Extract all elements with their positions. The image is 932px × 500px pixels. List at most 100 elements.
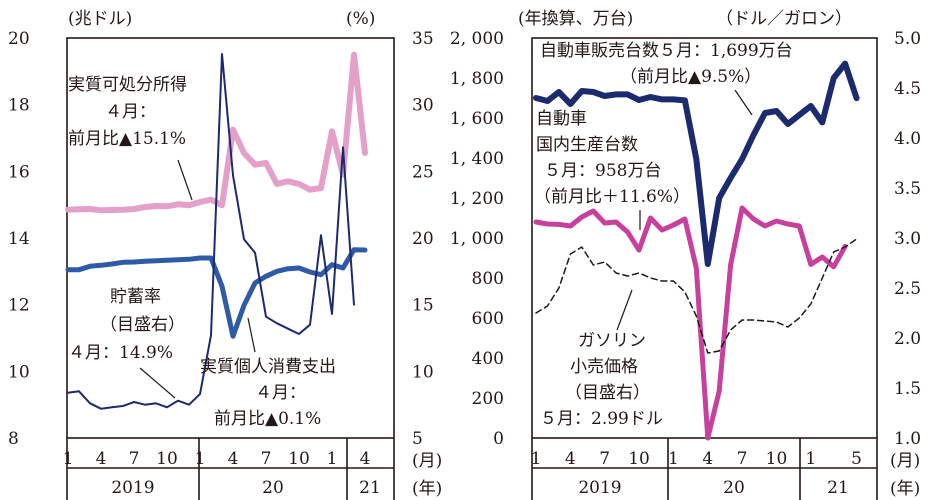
y-left-tick-label: 16: [8, 162, 30, 182]
y-left-tick-label: 800: [472, 269, 504, 289]
y-left-tick-label: 20: [8, 29, 30, 49]
x-year-labels: 2019 20 21: [111, 478, 380, 498]
x-year-unit-right-chart: (年): [890, 479, 920, 499]
x-year-label: 20: [262, 478, 284, 498]
right-unit-label: (%): [346, 9, 375, 29]
label-gasoline-price: ガソリン 小売価格 （目盛右） ５月：2.99ドル: [540, 289, 663, 429]
x-year-label: 2019: [111, 478, 154, 498]
x-month-tick-label: 7: [261, 449, 272, 469]
label-auto-sales-line2: （前月比▲9.5%）: [620, 67, 761, 87]
y-left-tick-label: 600: [472, 309, 504, 329]
x-year-label: 21: [827, 478, 849, 498]
label-saving-rate-line3: ４月：14.9%: [68, 343, 173, 363]
y-right-tick-label: 20: [412, 229, 434, 249]
label-consumption: 実質個人消費支出 ４月： 前月比▲0.1%: [200, 317, 336, 429]
x-month-ticks: 1 4 7 10 1 4 7 10 1 4: [63, 449, 371, 469]
y-right-tick-label: 25: [412, 162, 434, 182]
label-auto-production-line2: 国内生産台数: [536, 135, 638, 155]
x-month-tick-label: 1: [531, 449, 542, 469]
series-line-saving_rate: [67, 53, 355, 410]
y-right-tick-label: 30: [412, 96, 434, 116]
x-month-tick-label: 4: [565, 449, 576, 469]
plot-frame: [66, 37, 395, 500]
series-line-auto_sales: [533, 60, 860, 267]
x-month-tick-label: 10: [766, 449, 788, 469]
series-lines: [65, 51, 368, 410]
x-year-label: 21: [359, 478, 381, 498]
x-year-unit: (年): [412, 479, 442, 499]
label-consumption-line1: 実質個人消費支出: [200, 357, 336, 377]
label-auto-sales: 自動車販売台数５月：1,699万台 （前月比▲9.5%）: [540, 41, 793, 116]
left-unit-label-right-chart: (年換算、万台): [518, 9, 633, 29]
y-left-tick-label: 200: [472, 389, 504, 409]
x-month-tick-label: 1: [805, 449, 816, 469]
label-auto-production-line1: 自動車: [536, 109, 587, 129]
y-left-tick-label: 14: [8, 229, 30, 249]
x-month-tick-label: 1: [327, 449, 338, 469]
x-month-tick-label: 5: [851, 449, 862, 469]
label-auto-production-line4: （前月比＋11.6%）: [534, 187, 690, 207]
x-month-tick-label: 1: [668, 449, 679, 469]
x-month-tick-label: 1: [195, 449, 206, 469]
label-consumption-line2: ４月：: [255, 383, 306, 403]
x-year-label: 20: [723, 478, 745, 498]
y-right-tick-label: 4.5: [894, 79, 921, 99]
plot-frame-right-chart: [531, 37, 878, 500]
x-year-labels-right-chart: 2019 20 21: [578, 478, 848, 498]
y-left-tick-label: 400: [472, 349, 504, 369]
y-right-tick-label: 10: [412, 362, 434, 382]
series-line-auto_production: [533, 205, 848, 441]
label-auto-sales-line1: 自動車販売台数５月：1,699万台: [540, 41, 793, 61]
label-gasoline-price-line1: ガソリン: [578, 331, 646, 351]
y-left-tick-label: 1, 000: [450, 229, 504, 249]
x-month-tick-label: 7: [129, 449, 140, 469]
label-consumption-line3: 前月比▲0.1%: [214, 409, 321, 429]
label-auto-production-line3: ５月：958万台: [544, 161, 661, 181]
label-auto-production: 自動車 国内生産台数 ５月：958万台 （前月比＋11.6%）: [534, 109, 690, 230]
x-month-tick-label: 10: [156, 449, 178, 469]
y-right-tick-label: 2.0: [894, 329, 921, 349]
y-left-tick-label: 8: [8, 429, 19, 449]
left-unit-label: (兆ドル): [68, 9, 132, 29]
left-axis-ticks: 8 10 12 14 16 18 20: [8, 29, 30, 449]
y-right-tick-label: 5: [412, 429, 423, 449]
y-right-tick-label: 35: [412, 29, 434, 49]
chart-right: (年換算、万台) （ドル／ガロン） 0 200 400 600 800 1, 000 1, …: [450, 9, 921, 500]
y-left-tick-label: 10: [8, 362, 30, 382]
right-axis-ticks: 5 10 15 20 25 30 35: [412, 29, 434, 449]
x-month-tick-label: 4: [702, 449, 713, 469]
label-gasoline-price-line4: ５月：2.99ドル: [540, 409, 663, 429]
y-left-tick-label: 12: [8, 296, 30, 316]
label-saving-rate: 貯蓄率 （目盛右） ４月：14.9%: [68, 287, 185, 399]
right-unit-label-right-chart: （ドル／ガロン）: [716, 9, 852, 29]
y-right-tick-label: 1.5: [894, 379, 921, 399]
x-month-tick-label: 1: [63, 449, 74, 469]
y-left-tick-label: 0: [493, 429, 504, 449]
series-line-gasoline_price: [535, 238, 858, 354]
label-disposable-income-line3: 前月比▲15.1%: [68, 129, 186, 149]
x-month-ticks-right-chart: 1 4 7 10 1 4 7 10 1 5: [531, 449, 862, 469]
y-right-tick-label: 2.5: [894, 279, 921, 299]
x-month-unit-right-chart: (月): [890, 451, 920, 471]
y-left-tick-label: 1, 200: [450, 189, 504, 209]
right-axis-ticks-right-chart: 1.0 1.5 2.0 2.5 3.0 3.5 4.0 4.5 5.0: [894, 29, 921, 449]
label-saving-rate-line1: 貯蓄率: [110, 287, 161, 307]
x-month-tick-label: 10: [628, 449, 650, 469]
left-axis-ticks-right-chart: 0 200 400 600 800 1, 000 1, 200 1, 400 1, 600 1, …: [450, 29, 504, 449]
y-left-tick-label: 1, 800: [450, 69, 504, 89]
y-right-tick-label: 3.5: [894, 179, 921, 199]
y-left-tick-label: 2, 000: [450, 29, 504, 49]
label-disposable-income: 実質可処分所得 ４月： 前月比▲15.1%: [68, 75, 193, 201]
label-saving-rate-line2: （目盛右）: [100, 315, 185, 335]
y-left-tick-label: 1, 400: [450, 149, 504, 169]
y-right-tick-label: 3.0: [894, 229, 921, 249]
series-lines-right-chart: [533, 60, 860, 441]
y-right-tick-label: 15: [412, 296, 434, 316]
x-year-label: 2019: [578, 478, 621, 498]
y-left-tick-label: 1, 600: [450, 109, 504, 129]
x-month-unit: (月): [412, 451, 442, 471]
y-right-tick-label: 1.0: [894, 429, 921, 449]
x-month-tick-label: 4: [96, 449, 107, 469]
